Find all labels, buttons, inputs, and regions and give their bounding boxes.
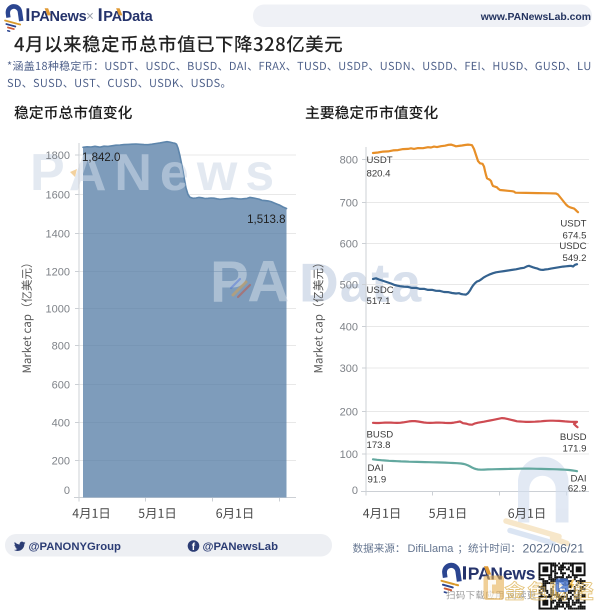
svg-text:800: 800 [52,341,70,353]
svg-text:PAData: PAData [103,9,153,25]
svg-text:USDC: USDC [559,241,586,252]
svg-text:400: 400 [52,418,70,430]
svg-text:×: × [86,8,94,23]
svg-text:USDC: USDC [367,285,394,296]
svg-text:USDT: USDT [560,218,586,229]
svg-text:171.9: 171.9 [562,444,586,455]
svg-text:0: 0 [64,485,70,497]
svg-text:1,513.8: 1,513.8 [247,214,285,226]
svg-text:DAI: DAI [368,463,384,474]
svg-text:@PANONYGroup: @PANONYGroup [29,541,121,553]
svg-text:500: 500 [340,280,358,292]
svg-text:674.5: 674.5 [562,231,586,242]
svg-text:549.2: 549.2 [562,253,586,264]
svg-text:DifiLlama: DifiLlama [408,543,455,555]
svg-text:1600: 1600 [46,190,70,202]
svg-text:200: 200 [52,456,70,468]
svg-text:820.4: 820.4 [367,169,392,180]
svg-text:62.9: 62.9 [568,483,587,494]
svg-text:300: 300 [340,363,358,375]
svg-text:2022/06/21: 2022/06/21 [523,542,585,556]
svg-text:1200: 1200 [46,267,70,279]
svg-text:BUSD: BUSD [367,430,394,441]
svg-text:PA: PA [210,250,292,315]
svg-text:1000: 1000 [46,304,70,316]
svg-text:200: 200 [340,407,358,419]
svg-text:Data: Data [299,252,422,314]
svg-text:400: 400 [340,322,358,334]
svg-text:0: 0 [352,485,358,497]
svg-text:@PANewsLab: @PANewsLab [203,541,279,553]
svg-text:PANews: PANews [31,9,87,25]
svg-text:700: 700 [340,198,358,210]
svg-text:1400: 1400 [46,229,70,241]
svg-text:BUSD: BUSD [560,432,587,443]
svg-text:600: 600 [340,239,358,251]
svg-text:100: 100 [340,449,358,461]
svg-text:USDT: USDT [367,155,393,166]
svg-text:800: 800 [340,155,358,167]
svg-text:517.1: 517.1 [367,296,391,307]
svg-text:1800: 1800 [46,150,70,162]
svg-text:f: f [192,542,196,553]
svg-text:www.PANewsLab.com: www.PANewsLab.com [480,12,591,23]
svg-text:1,842.0: 1,842.0 [82,152,120,164]
svg-text:DAI: DAI [571,474,587,485]
svg-text:600: 600 [52,380,70,392]
svg-text:91.9: 91.9 [368,475,387,486]
svg-text:173.8: 173.8 [367,440,391,451]
